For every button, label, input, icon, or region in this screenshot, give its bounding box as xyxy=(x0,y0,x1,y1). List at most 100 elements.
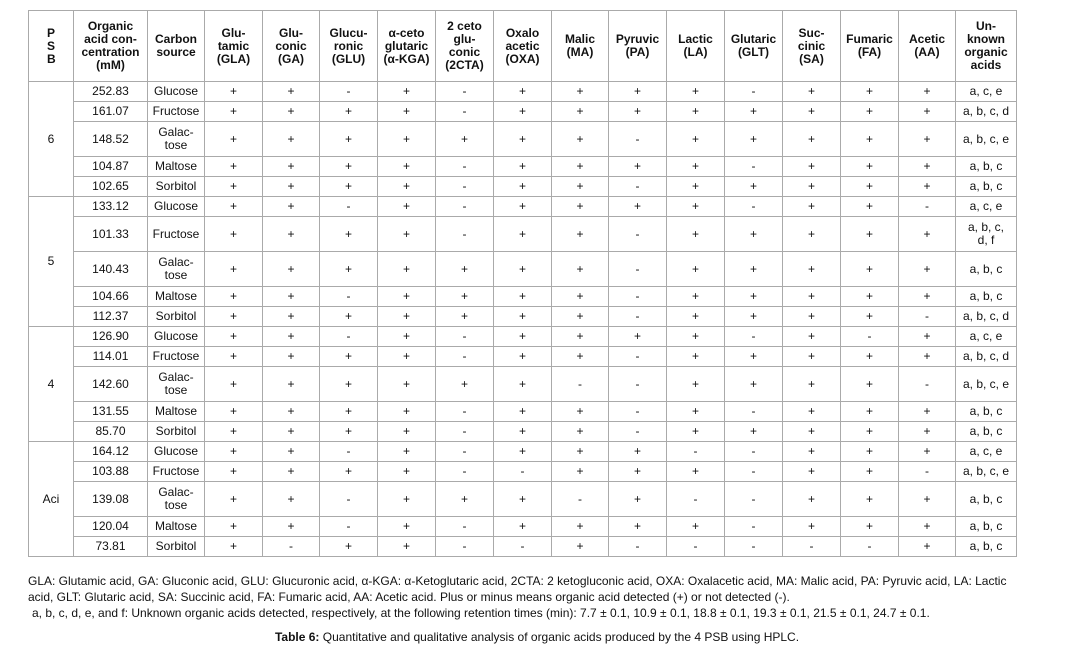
column-header: Glu- tamic (GLA) xyxy=(204,10,263,82)
detection-cell: + xyxy=(898,156,956,177)
detection-cell: + xyxy=(840,216,899,252)
detection-cell: + xyxy=(898,441,956,462)
detection-cell: + xyxy=(898,216,956,252)
detection-cell: + xyxy=(898,121,956,157)
detection-cell: - xyxy=(608,366,667,402)
detection-cell: - xyxy=(319,81,378,102)
detection-cell: + xyxy=(493,251,552,287)
column-header: α-ceto glutaric (α-KGA) xyxy=(377,10,436,82)
detection-cell: + xyxy=(493,326,552,347)
detection-cell: + xyxy=(666,196,725,217)
concentration-cell: 85.70 xyxy=(73,421,148,442)
detection-cell: + xyxy=(782,461,841,482)
detection-cell: - xyxy=(551,366,609,402)
detection-cell: + xyxy=(724,216,783,252)
concentration-cell: 142.60 xyxy=(73,366,148,402)
carbon-source-cell: Galac- tose xyxy=(147,251,205,287)
detection-cell: + xyxy=(666,101,725,122)
detection-cell: + xyxy=(435,481,494,517)
carbon-source-cell: Glucose xyxy=(147,441,205,462)
table-body: 6 252.83 Glucose + + - + - + + + + - + + + a, c, e 161.07… xyxy=(28,81,1017,557)
detection-cell: - xyxy=(435,81,494,102)
detection-cell: + xyxy=(319,366,378,402)
detection-cell: + xyxy=(551,461,609,482)
detection-cell: + xyxy=(840,401,899,422)
detection-cell: + xyxy=(724,286,783,307)
detection-cell: + xyxy=(608,516,667,537)
detection-cell: + xyxy=(782,121,841,157)
detection-cell: + xyxy=(493,481,552,517)
psb-cell: 4 xyxy=(28,326,74,442)
detection-cell: + xyxy=(262,176,320,197)
detection-cell: + xyxy=(319,251,378,287)
detection-cell: - xyxy=(898,366,956,402)
detection-cell: + xyxy=(204,536,263,557)
concentration-cell: 133.12 xyxy=(73,196,148,217)
carbon-source-cell: Galac- tose xyxy=(147,366,205,402)
detection-cell: + xyxy=(435,366,494,402)
detection-cell: - xyxy=(319,516,378,537)
header-row: PSB Organic acid con- centration (mM) Carb… xyxy=(28,10,1017,82)
detection-cell: + xyxy=(493,196,552,217)
unknown-acids-cell: a, c, e xyxy=(955,326,1017,347)
detection-cell: + xyxy=(608,441,667,462)
detection-cell: + xyxy=(724,346,783,367)
unknown-acids-cell: a, b, c xyxy=(955,516,1017,537)
psb-cell: Aci xyxy=(28,441,74,557)
detection-cell: + xyxy=(204,81,263,102)
detection-cell: + xyxy=(898,251,956,287)
detection-cell: + xyxy=(204,516,263,537)
concentration-cell: 104.66 xyxy=(73,286,148,307)
detection-cell: + xyxy=(377,536,436,557)
detection-cell: + xyxy=(493,176,552,197)
detection-cell: + xyxy=(666,326,725,347)
detection-cell: + xyxy=(204,176,263,197)
detection-cell: - xyxy=(435,401,494,422)
detection-cell: + xyxy=(319,421,378,442)
detection-cell: - xyxy=(898,461,956,482)
detection-cell: + xyxy=(204,216,263,252)
detection-cell: - xyxy=(551,481,609,517)
detection-cell: - xyxy=(724,481,783,517)
concentration-cell: 140.43 xyxy=(73,251,148,287)
detection-cell: + xyxy=(493,306,552,327)
detection-cell: + xyxy=(898,516,956,537)
detection-cell: + xyxy=(666,121,725,157)
detection-cell: + xyxy=(898,101,956,122)
detection-cell: + xyxy=(840,286,899,307)
detection-cell: + xyxy=(319,121,378,157)
detection-cell: - xyxy=(435,461,494,482)
concentration-cell: 252.83 xyxy=(73,81,148,102)
detection-cell: + xyxy=(262,366,320,402)
carbon-source-cell: Galac- tose xyxy=(147,121,205,157)
detection-cell: + xyxy=(724,421,783,442)
detection-cell: + xyxy=(782,156,841,177)
concentration-cell: 148.52 xyxy=(73,121,148,157)
concentration-cell: 112.37 xyxy=(73,306,148,327)
detection-cell: + xyxy=(782,81,841,102)
unknown-acids-cell: a, b, c xyxy=(955,536,1017,557)
concentration-cell: 161.07 xyxy=(73,101,148,122)
detection-cell: - xyxy=(493,461,552,482)
unknown-acids-cell: a, b, c, d, f xyxy=(955,216,1017,252)
detection-cell: + xyxy=(782,366,841,402)
footnotes: GLA: Glutamic acid, GA: Gluconic acid, G… xyxy=(28,573,1028,621)
detection-cell: + xyxy=(840,346,899,367)
detection-cell: + xyxy=(551,536,609,557)
detection-cell: + xyxy=(262,286,320,307)
detection-cell: + xyxy=(551,176,609,197)
detection-cell: + xyxy=(262,196,320,217)
detection-cell: + xyxy=(377,216,436,252)
detection-cell: - xyxy=(724,401,783,422)
detection-cell: + xyxy=(551,441,609,462)
detection-cell: + xyxy=(666,81,725,102)
table-row: 120.04 Maltose + + - + - + + + + - + + + a, b, c xyxy=(29,516,1017,537)
detection-cell: + xyxy=(840,101,899,122)
detection-cell: - xyxy=(724,326,783,347)
unknown-acids-cell: a, b, c xyxy=(955,251,1017,287)
detection-cell: + xyxy=(377,421,436,442)
table-row: 5 133.12 Glucose + + - + - + + + + - + + - a, c, e xyxy=(28,196,1017,327)
table-row: 73.81 Sorbitol + - + + - - + - - - - - + a, b, c xyxy=(29,536,1017,557)
detection-cell: + xyxy=(840,366,899,402)
caption-text: Quantitative and qualitative analysis of… xyxy=(322,630,800,644)
